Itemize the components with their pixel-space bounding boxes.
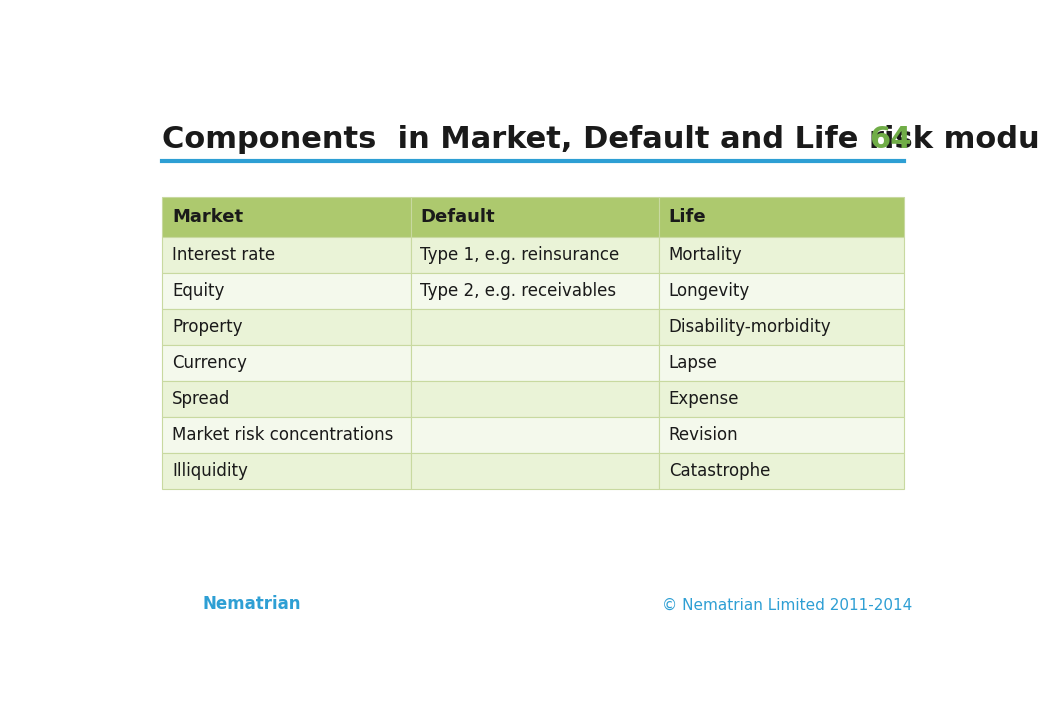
FancyBboxPatch shape [162, 454, 411, 490]
Text: Revision: Revision [669, 426, 738, 444]
Text: Catastrophe: Catastrophe [669, 462, 770, 480]
Text: Expense: Expense [669, 390, 739, 408]
FancyBboxPatch shape [659, 273, 904, 310]
Text: Illiquidity: Illiquidity [172, 462, 248, 480]
FancyBboxPatch shape [162, 310, 411, 346]
Text: Interest rate: Interest rate [172, 246, 275, 264]
FancyBboxPatch shape [162, 346, 411, 382]
Text: Spread: Spread [172, 390, 230, 408]
FancyBboxPatch shape [162, 273, 411, 310]
Text: Property: Property [172, 318, 242, 336]
FancyBboxPatch shape [162, 237, 411, 273]
FancyBboxPatch shape [659, 310, 904, 346]
FancyBboxPatch shape [411, 418, 659, 454]
FancyBboxPatch shape [411, 197, 659, 237]
Text: Mortality: Mortality [669, 246, 743, 264]
Text: Nematrian: Nematrian [203, 595, 301, 613]
Text: Market risk concentrations: Market risk concentrations [172, 426, 393, 444]
FancyBboxPatch shape [411, 310, 659, 346]
FancyBboxPatch shape [659, 418, 904, 454]
FancyBboxPatch shape [162, 382, 411, 418]
Text: Type 2, e.g. receivables: Type 2, e.g. receivables [420, 282, 617, 300]
Text: © Nematrian Limited 2011-2014: © Nematrian Limited 2011-2014 [661, 598, 912, 613]
FancyBboxPatch shape [411, 382, 659, 418]
FancyBboxPatch shape [411, 454, 659, 490]
Text: Longevity: Longevity [669, 282, 750, 300]
Text: Lapse: Lapse [669, 354, 718, 372]
Text: Components  in Market, Default and Life risk modules: Components in Market, Default and Life r… [162, 125, 1040, 154]
Text: Currency: Currency [172, 354, 246, 372]
FancyBboxPatch shape [659, 237, 904, 273]
FancyBboxPatch shape [659, 346, 904, 382]
Text: Type 1, e.g. reinsurance: Type 1, e.g. reinsurance [420, 246, 620, 264]
Text: Equity: Equity [172, 282, 225, 300]
Text: Market: Market [172, 208, 243, 226]
FancyBboxPatch shape [411, 237, 659, 273]
FancyBboxPatch shape [162, 197, 411, 237]
FancyBboxPatch shape [411, 273, 659, 310]
Text: Life: Life [669, 208, 706, 226]
Text: Default: Default [420, 208, 495, 226]
FancyBboxPatch shape [411, 346, 659, 382]
FancyBboxPatch shape [659, 454, 904, 490]
Text: Disability-morbidity: Disability-morbidity [669, 318, 831, 336]
FancyBboxPatch shape [659, 382, 904, 418]
FancyBboxPatch shape [162, 418, 411, 454]
FancyBboxPatch shape [659, 197, 904, 237]
Text: 64: 64 [869, 125, 912, 154]
